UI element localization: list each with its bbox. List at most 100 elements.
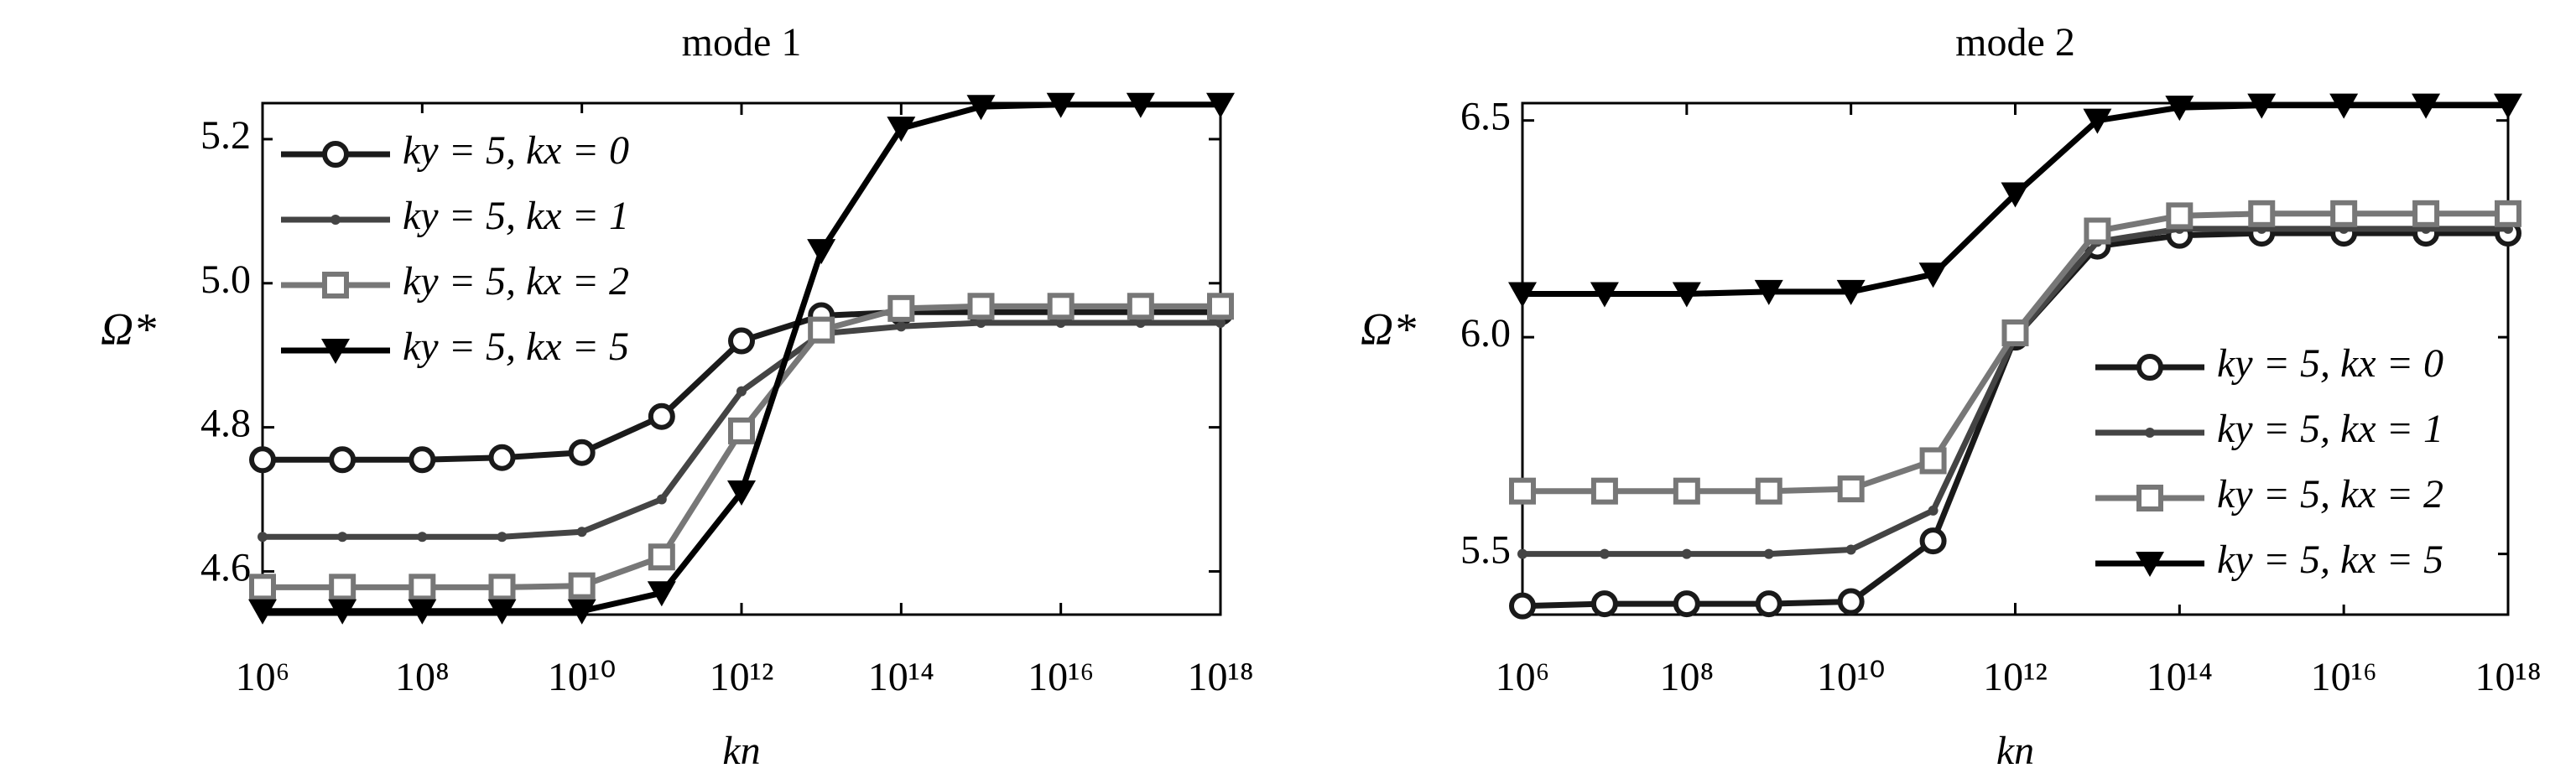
marker	[328, 599, 357, 625]
x-tick-label: 10¹²	[710, 655, 774, 699]
marker	[2165, 96, 2194, 122]
x-tick-label: 10⁶	[1496, 655, 1550, 699]
marker	[1590, 282, 1619, 308]
marker	[567, 599, 596, 625]
marker	[1672, 282, 1701, 308]
marker	[321, 339, 350, 364]
marker	[1845, 544, 1856, 555]
x-axis-label: kn	[1996, 729, 2034, 773]
legend-label: ky = 5, kx = 1	[403, 194, 629, 238]
marker	[408, 599, 437, 625]
marker	[2001, 182, 2030, 208]
marker	[2083, 108, 2112, 134]
marker	[248, 599, 277, 625]
marker	[2145, 428, 2155, 438]
legend-label: ky = 5, kx = 2	[2217, 472, 2443, 517]
marker	[896, 321, 907, 332]
marker	[1508, 282, 1537, 308]
marker	[330, 215, 341, 225]
marker	[1207, 293, 1234, 320]
x-tick-label: 10⁶	[236, 655, 290, 699]
marker	[656, 494, 667, 505]
marker	[2136, 552, 2164, 577]
x-tick-label: 10¹⁰	[1817, 655, 1886, 699]
legend-label: ky = 5, kx = 5	[403, 325, 629, 369]
marker	[728, 417, 755, 444]
marker	[1590, 477, 1618, 505]
x-tick-label: 10¹⁴	[868, 655, 934, 699]
marker	[1517, 548, 1527, 559]
marker	[249, 574, 276, 601]
y-tick-label: 5.2	[200, 113, 251, 158]
marker	[1673, 477, 1700, 505]
marker	[1755, 477, 1782, 505]
marker	[648, 402, 675, 430]
marker	[728, 327, 755, 355]
marker	[966, 95, 996, 121]
marker	[1590, 590, 1618, 618]
legend-label: ky = 5, kx = 5	[2217, 537, 2443, 582]
marker	[249, 446, 276, 474]
legend-label: ky = 5, kx = 0	[403, 128, 629, 173]
marker	[887, 294, 915, 322]
legend-label: ky = 5, kx = 1	[2217, 407, 2443, 451]
marker	[1919, 447, 1947, 475]
marker	[2494, 93, 2522, 119]
marker	[2412, 93, 2441, 119]
y-tick-label: 4.8	[200, 402, 251, 446]
marker	[487, 599, 517, 625]
marker	[887, 117, 916, 143]
marker	[2330, 200, 2358, 227]
chart-title: mode 1	[682, 20, 802, 65]
marker	[329, 574, 356, 601]
marker	[1055, 318, 1066, 329]
marker	[1928, 505, 1939, 516]
marker	[329, 446, 356, 474]
marker	[647, 581, 676, 607]
marker	[1681, 548, 1692, 559]
marker	[1763, 548, 1774, 559]
marker	[1837, 475, 1865, 503]
y-tick-label: 5.0	[200, 257, 251, 302]
marker	[417, 532, 428, 543]
marker	[1135, 318, 1146, 329]
marker	[808, 316, 835, 344]
marker	[727, 480, 756, 506]
x-tick-label: 10¹⁰	[548, 655, 617, 699]
marker	[2166, 202, 2194, 230]
marker	[2329, 93, 2359, 119]
y-tick-label: 6.5	[1460, 95, 1511, 139]
y-axis-label: Ω*	[101, 304, 156, 354]
marker	[1046, 92, 1075, 118]
marker	[1754, 279, 1783, 305]
marker	[488, 574, 516, 601]
marker	[2136, 354, 2163, 381]
marker	[497, 532, 507, 543]
marker	[736, 386, 747, 397]
marker	[2247, 93, 2277, 119]
legend-label: ky = 5, kx = 2	[403, 259, 629, 304]
x-tick-label: 10¹⁶	[1028, 655, 1094, 699]
marker	[322, 272, 349, 299]
y-axis-label: Ω*	[1361, 304, 1416, 354]
marker	[409, 446, 436, 474]
y-tick-label: 6.0	[1460, 311, 1511, 356]
marker	[1127, 293, 1154, 320]
x-tick-label: 10¹⁴	[2147, 655, 2213, 699]
marker	[2412, 200, 2440, 227]
marker	[1673, 590, 1700, 618]
marker	[409, 574, 436, 601]
x-tick-label: 10¹²	[1983, 655, 2048, 699]
marker	[2495, 200, 2521, 227]
marker	[2248, 200, 2276, 227]
marker	[2001, 319, 2029, 346]
marker	[1126, 92, 1155, 118]
marker	[568, 439, 596, 466]
x-tick-label: 10¹⁸	[1187, 655, 1253, 699]
legend-label: ky = 5, kx = 0	[2217, 341, 2443, 386]
marker	[488, 444, 516, 471]
marker	[568, 572, 596, 600]
marker	[1215, 318, 1226, 329]
x-tick-label: 10⁸	[395, 655, 450, 699]
